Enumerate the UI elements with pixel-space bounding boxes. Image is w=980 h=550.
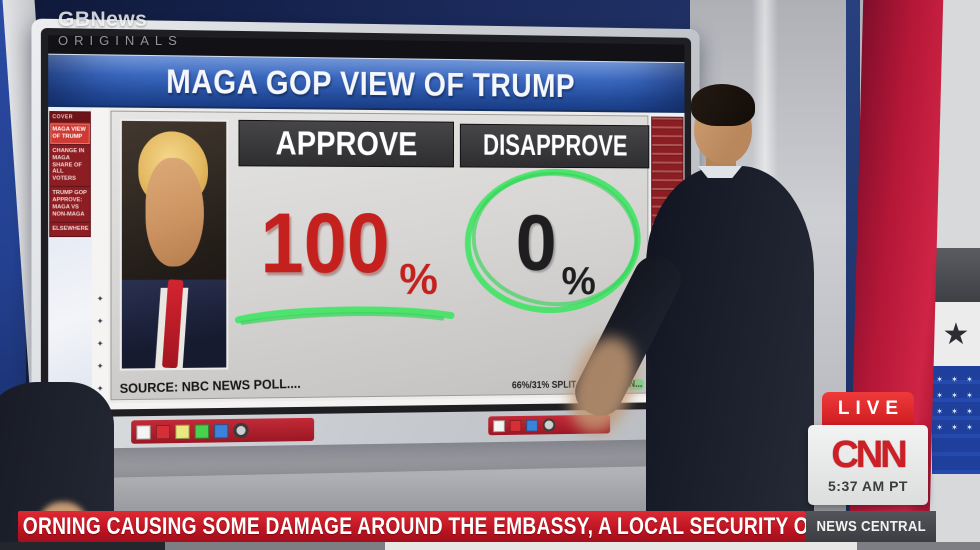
- approve-header: APPROVE: [238, 119, 454, 168]
- presenter-body: [646, 166, 814, 550]
- marker-swatch-white[interactable]: [136, 424, 151, 440]
- gbnews-logo: GBNews: [58, 8, 148, 31]
- approve-column: APPROVE 100 %: [238, 119, 454, 320]
- marker-swatch-green[interactable]: [194, 423, 210, 439]
- marker-swatch-white[interactable]: [493, 419, 505, 432]
- approve-unit: %: [399, 254, 438, 304]
- live-badge: LIVE: [822, 392, 914, 425]
- star-icon: ✦: [96, 294, 104, 304]
- marker-tray-left: [131, 417, 315, 444]
- flag-decor-area: [48, 236, 92, 405]
- presenter-hair: [691, 84, 755, 126]
- wall-stars-panel: ✶ ✶ ✶ ✶ ✶ ✶ ✶ ✶ ✶ ✶ ✶ ✶: [932, 366, 980, 474]
- sidebar-header: COVER: [50, 112, 90, 123]
- live-label: LIVE: [837, 397, 905, 419]
- footnote-plain: 66%/31% SPLIT: [511, 379, 579, 392]
- studio-dark-shelf: [932, 248, 980, 302]
- eraser-icon[interactable]: [233, 422, 249, 439]
- chart-title-bar: MAGA GOP VIEW OF TRUMP: [48, 53, 685, 113]
- trump-photo: [119, 118, 229, 371]
- news-ticker: ORNING CAUSING SOME DAMAGE AROUND THE EM…: [18, 511, 806, 542]
- cnn-bug: LIVE CNN 5:37 AM PT: [808, 392, 928, 505]
- sidebar-item-elsewhere[interactable]: ELSEWHERE: [50, 221, 90, 236]
- star-icon: ✦: [96, 316, 104, 326]
- source-row: SOURCE: NBC NEWS POLL.... 66%/31% SPLIT …: [120, 375, 644, 396]
- ticker-headline: ORNING CAUSING SOME DAMAGE AROUND THE EM…: [22, 512, 806, 540]
- presenter-head: [691, 84, 755, 164]
- sidebar-item-maga-share[interactable]: CHANGE IN MAGA SHARE OF ALL VOTERS: [50, 143, 90, 187]
- sidebar-item-maga-view[interactable]: MAGA VIEW OF TRUMP: [50, 122, 90, 144]
- marker-swatch-red[interactable]: [155, 424, 171, 439]
- photo-suit: [121, 278, 227, 369]
- star-icon: ✦: [96, 361, 104, 371]
- photo-face: [146, 158, 204, 267]
- approve-label: APPROVE: [275, 124, 418, 163]
- approve-value: 100: [260, 195, 390, 291]
- cnn-logo: CNN: [831, 434, 907, 476]
- green-marker-underline-icon: [232, 303, 457, 328]
- presenter-collar: [698, 166, 742, 178]
- broadcast-time: 5:37 AM PT: [828, 478, 908, 494]
- marker-swatch-yellow[interactable]: [175, 424, 190, 439]
- marker-swatch-blue[interactable]: [214, 423, 229, 438]
- disapprove-column: DISAPPROVE 0 %: [460, 122, 650, 319]
- poll-panel: APPROVE 100 %: [110, 110, 650, 401]
- marker-swatch-red[interactable]: [509, 419, 522, 432]
- chart-title: MAGA GOP VIEW OF TRUMP: [166, 61, 576, 104]
- marker-swatch-blue[interactable]: [526, 419, 538, 432]
- eraser-icon[interactable]: [542, 418, 556, 432]
- below-ticker-paper: [385, 542, 857, 550]
- source-text: SOURCE: NBC NEWS POLL....: [119, 375, 301, 397]
- gbnews-watermark: GBNews ORIGINALS: [58, 8, 183, 48]
- stars-rail: ✦ ✦ ✦ ✦ ✦: [91, 107, 109, 404]
- program-name: NEWS CENTRAL: [816, 518, 926, 535]
- approve-value-area: 100 %: [238, 166, 454, 320]
- gbnews-originals-label: ORIGINALS: [58, 33, 183, 48]
- below-ticker-strip: [0, 542, 980, 550]
- sidebar-item-gop-approve[interactable]: TRUMP GOP APPROVE: MAGA VS NON-MAGA: [50, 185, 90, 222]
- cnn-logo-box: CNN 5:37 AM PT: [808, 425, 928, 505]
- program-badge: NEWS CENTRAL: [806, 511, 936, 542]
- wall-star-icon: ★: [932, 302, 980, 366]
- below-ticker-dark: [0, 542, 165, 550]
- star-icon: ✦: [96, 339, 104, 349]
- left-rail: COVER MAGA VIEW OF TRUMP CHANGE IN MAGA …: [48, 106, 92, 405]
- sidebar-menu: COVER MAGA VIEW OF TRUMP CHANGE IN MAGA …: [49, 111, 91, 237]
